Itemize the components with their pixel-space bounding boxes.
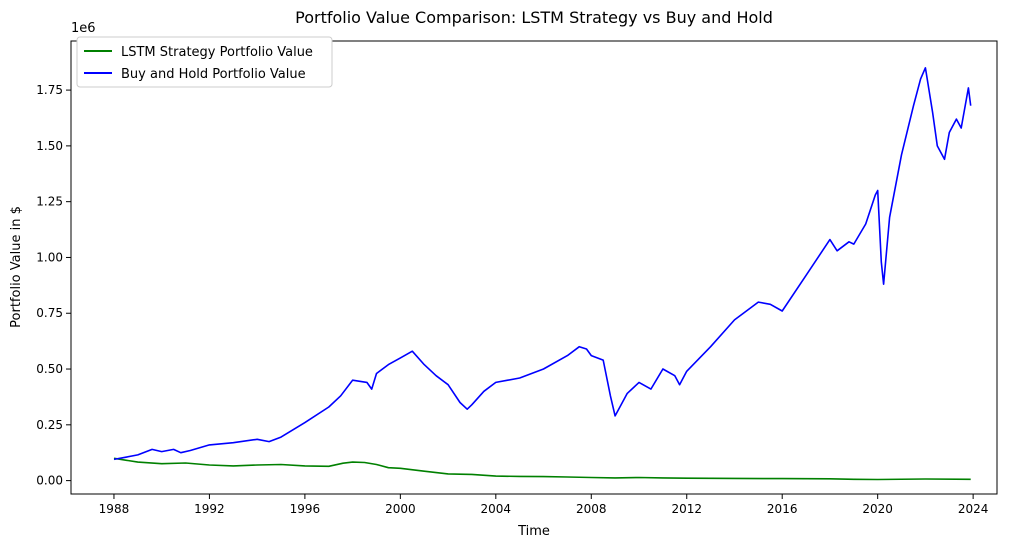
x-tick-label: 2000: [385, 502, 416, 516]
x-axis-label: Time: [517, 524, 550, 539]
legend-box: [76, 36, 333, 88]
y-tick-label: 0.25: [36, 418, 63, 432]
x-tick-label: 1996: [290, 502, 321, 516]
y-tick-label: 0.75: [36, 306, 63, 320]
y-tick-label: 1.00: [36, 250, 63, 264]
x-tick-label: 1992: [194, 502, 225, 516]
y-axis-label: Portfolio Value in $: [9, 206, 24, 328]
y-axis-offset-label: 1e6: [71, 21, 96, 36]
y-tick-label: 0.50: [36, 362, 63, 376]
legend-label-lstm: LSTM Strategy Portfolio Value: [121, 45, 313, 60]
chart-title: Portfolio Value Comparison: LSTM Strateg…: [295, 8, 773, 27]
x-tick-label: 2024: [958, 502, 989, 516]
x-tick-label: 2020: [862, 502, 893, 516]
series-line-lstm-strategy: [113, 457, 971, 481]
plot-layer: [113, 67, 972, 481]
y-tick-label: 1.75: [36, 83, 63, 97]
legend: LSTM Strategy Portfolio Value Buy and Ho…: [76, 36, 333, 88]
x-axis-ticks: 1988 1992 1996 2000 2004 2008 2012 2016 2020 2024: [99, 494, 989, 516]
y-axis-ticks: 0.00 0.25 0.50 0.75 1.00 1.25 1.50 1.75: [36, 83, 71, 488]
x-tick-label: 1988: [99, 502, 130, 516]
y-tick-label: 1.25: [36, 195, 63, 209]
series-line-buy-and-hold: [113, 67, 972, 461]
axes-frame: [70, 40, 998, 495]
x-tick-label: 2004: [481, 502, 512, 516]
x-tick-label: 2016: [767, 502, 798, 516]
y-tick-label: 1.50: [36, 139, 63, 153]
y-tick-label: 0.00: [36, 474, 63, 488]
x-tick-label: 2008: [576, 502, 607, 516]
legend-label-buy-and-hold: Buy and Hold Portfolio Value: [121, 67, 306, 82]
x-tick-label: 2012: [671, 502, 702, 516]
